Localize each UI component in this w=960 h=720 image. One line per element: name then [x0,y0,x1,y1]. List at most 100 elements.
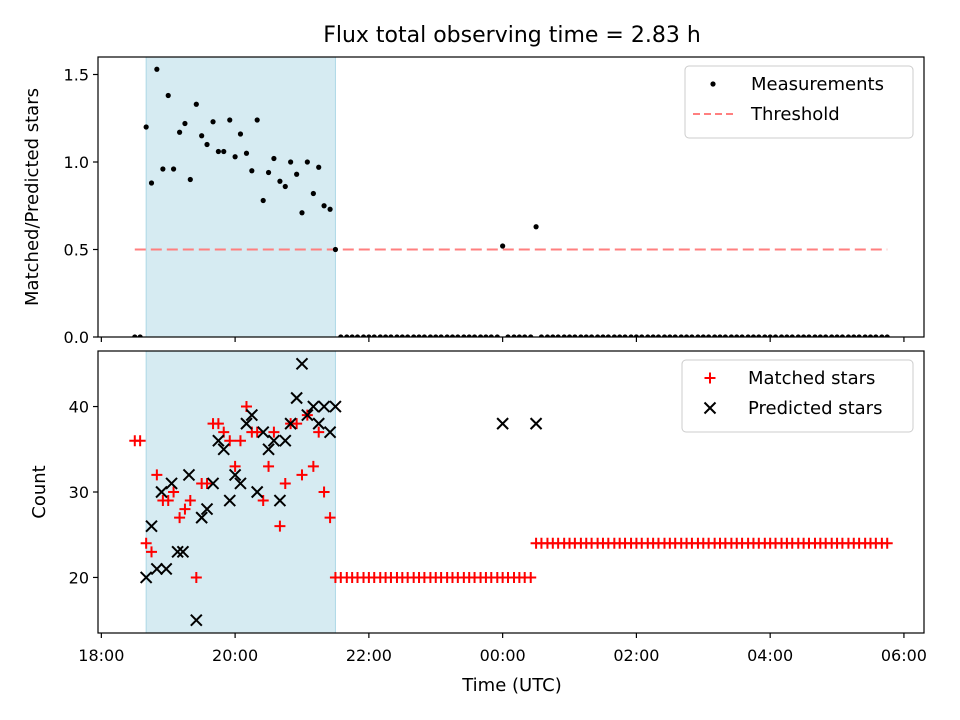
measurement-point [193,101,199,107]
count-legend-label: Predicted stars [748,398,882,419]
measurement-point [494,334,500,337]
predicted-star-point [307,400,320,413]
predicted-star-point [329,400,342,413]
measurement-point [717,334,723,337]
measurement-point [483,334,489,337]
measurement-point [210,119,216,125]
x-tick-label: 06:00 [881,646,927,665]
predicted-star-point [155,485,168,499]
measurement-point [433,334,439,337]
measurement-point [254,117,260,123]
measurement-point [461,334,467,337]
x-tick-label: 22:00 [346,646,392,665]
matched-star-point [174,512,186,524]
measurement-point [132,334,138,337]
predicted-star-point [150,562,164,576]
matched-star-point [296,469,308,481]
measurement-point [304,159,310,165]
measurement-point [845,334,852,337]
matched-star-point [525,571,537,583]
measurement-point [260,197,266,204]
measurement-point [449,334,456,337]
measurement-point [588,334,595,337]
measurement-point [689,334,695,337]
matched-star-point [279,477,291,489]
measurement-point [862,334,868,337]
measurement-point [154,66,160,72]
measurement-point [332,246,339,253]
measurement-point [471,334,478,337]
measurement-point [795,334,801,337]
predicted-star-point [250,485,264,499]
matched-star-point [307,460,319,472]
measurement-point [354,334,361,337]
measurement-point [851,334,857,337]
measurement-point [249,168,255,174]
measurement-point [165,92,171,99]
measurement-point [338,334,344,337]
measurement-point [762,334,768,337]
matched-star-point [201,477,213,489]
predicted-star-point [267,434,281,447]
predicted-star-point [217,443,230,456]
measurement-point [316,164,322,170]
measurement-point [817,334,823,337]
measurement-point [695,334,701,337]
predicted-star-point [240,417,253,430]
predicted-star-point [223,494,236,507]
count-legend: Matched stars Predicted stars [681,359,914,433]
ratio-legend-label: Measurements [751,74,884,95]
predicted-star-point [200,502,214,516]
measurement-point [789,334,795,337]
predicted-star-point [195,511,208,524]
ratio-y-tick-label: 0.5 [64,241,89,260]
measurement-point [667,334,673,337]
count-series-0 [129,401,893,583]
measurement-point [237,131,244,137]
measurement-point [511,334,517,337]
measurement-point [533,224,539,230]
measurement-point [137,334,143,337]
x-tick-label: 18:00 [78,646,124,665]
measurement-point [884,334,890,337]
predicted-star-point [284,417,297,430]
measurement-point [628,334,634,337]
predicted-star-point [145,519,158,533]
measurement-point [583,334,589,337]
predicted-star-point [182,468,196,482]
measurement-point [182,120,188,127]
matched-star-point [318,486,330,498]
matched-star-point [268,426,280,438]
measurement-point [834,334,840,337]
predicted-star-point [245,408,259,422]
ratio-y-axis-label: Matched/Predicted stars [22,88,43,306]
matched-star-point [274,520,286,532]
predicted-star-point [190,613,203,627]
ratio-panel: 0.0 0.5 1.0 1.5 Matched/Predicted stars Measu… [22,56,925,347]
measurement-point [672,334,678,337]
count-y-tick-label: 20 [69,568,89,587]
predicted-star-point [176,545,190,559]
measurement-point [538,334,545,337]
count-y-tick-label: 40 [69,398,89,417]
measurement-point [683,334,690,337]
matched-star-point [263,460,275,472]
predicted-star-point [496,417,509,430]
measurement-point [265,169,272,176]
measurement-point [633,334,640,337]
predicted-star-point [165,477,178,490]
measurement-point [299,210,305,216]
matched-star-point [229,460,241,472]
measurement-point [867,334,874,337]
measurement-point [750,334,757,337]
x-tick-label: 00:00 [480,646,526,665]
count-series-1 [139,357,543,627]
predicted-star-point [312,417,325,430]
matched-star-point [313,426,325,438]
matched-star-point [168,486,180,498]
predicted-star-point [279,434,292,447]
measurement-point [488,334,494,337]
count-legend-frame [681,359,914,433]
count-plot-area [129,357,893,627]
